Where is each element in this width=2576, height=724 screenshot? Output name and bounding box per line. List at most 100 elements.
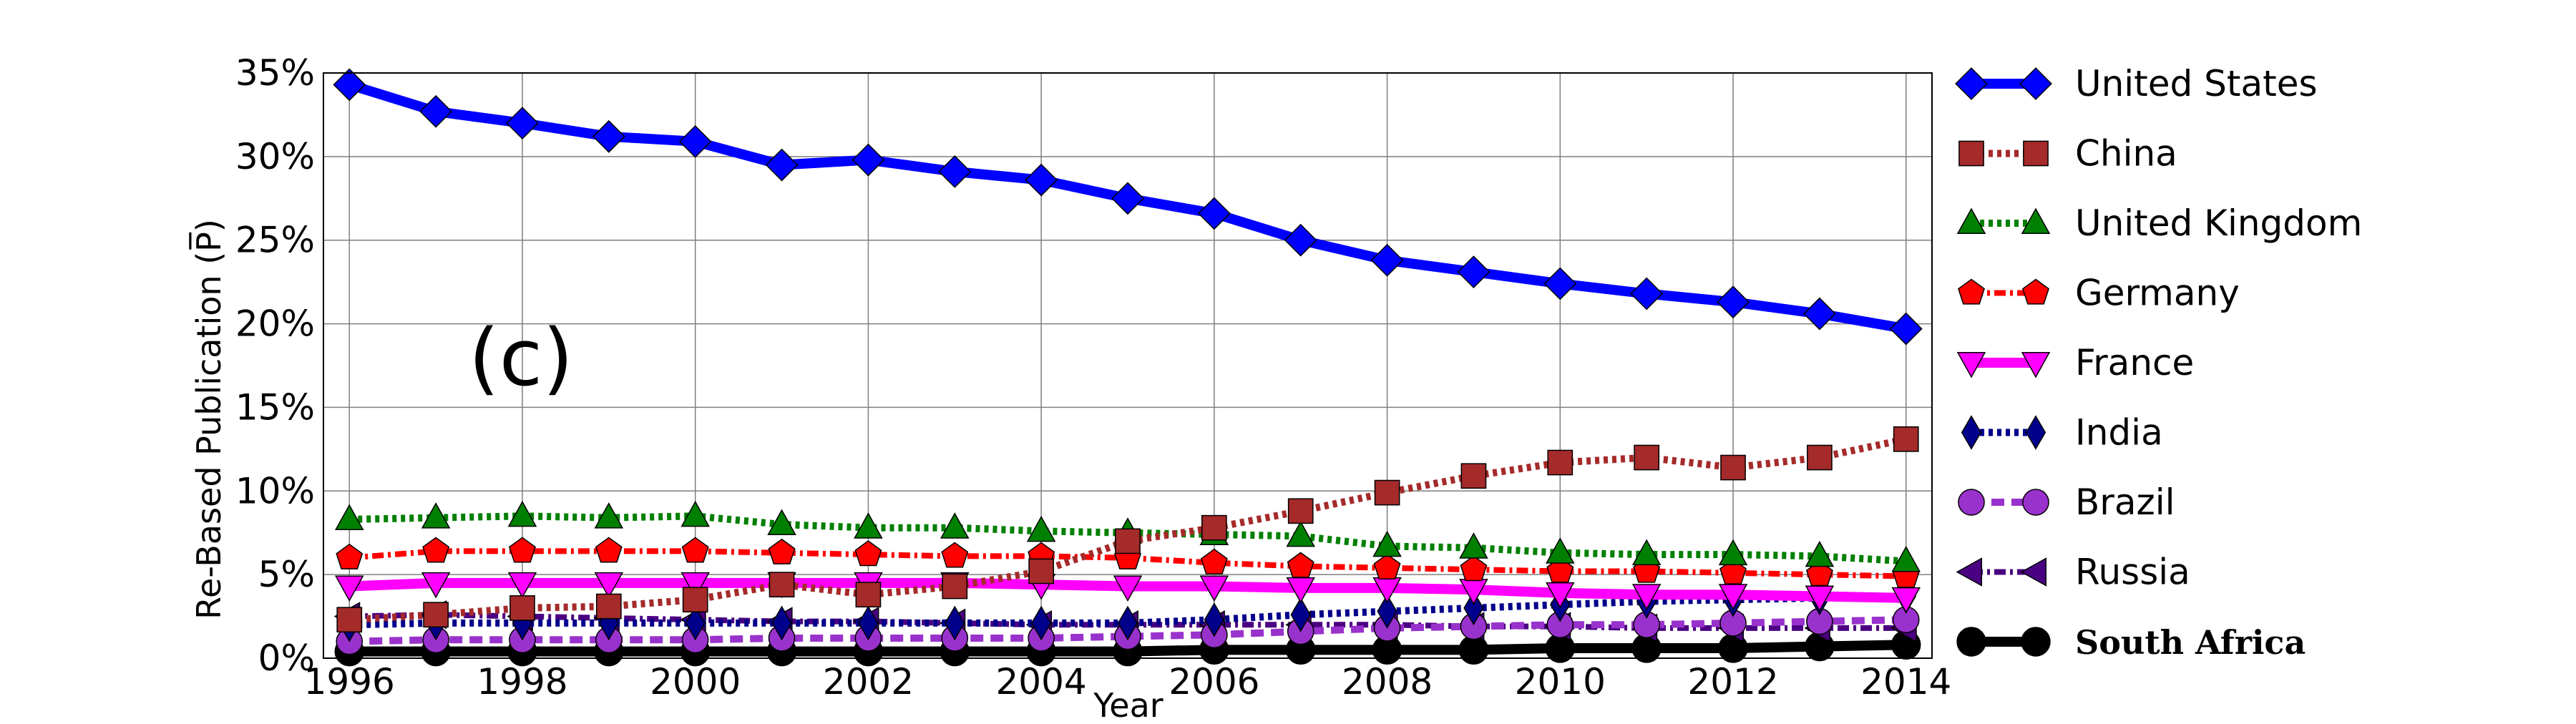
x-tick-label: 2002 bbox=[823, 661, 914, 703]
data-point bbox=[1030, 605, 1052, 641]
data-point bbox=[1718, 539, 1748, 566]
data-point bbox=[421, 572, 451, 599]
data-point bbox=[1805, 585, 1835, 612]
data-point bbox=[1891, 587, 1921, 614]
data-point bbox=[1543, 267, 1577, 300]
data-point bbox=[1717, 285, 1750, 319]
y-tick-label: 20% bbox=[235, 303, 315, 345]
data-point bbox=[1630, 277, 1664, 310]
legend-item-south-africa: South Africa bbox=[1956, 623, 2306, 662]
data-point bbox=[1547, 449, 1574, 476]
data-point bbox=[682, 587, 708, 613]
x-tick-label: 2000 bbox=[650, 661, 741, 703]
data-point bbox=[334, 504, 364, 531]
legend-item-india: India bbox=[1961, 412, 2163, 454]
data-point bbox=[1546, 557, 1574, 583]
data-point bbox=[1891, 545, 1921, 572]
data-point bbox=[1028, 558, 1054, 584]
x-tick-label: 2012 bbox=[1687, 661, 1778, 703]
legend-marker bbox=[1958, 140, 1984, 167]
legend-marker bbox=[2022, 278, 2049, 305]
y-tick-label: 35% bbox=[235, 52, 315, 94]
data-point bbox=[595, 593, 622, 620]
data-point bbox=[421, 502, 451, 529]
data-point bbox=[854, 512, 883, 539]
data-point bbox=[771, 605, 792, 641]
data-point bbox=[1025, 163, 1058, 197]
data-point bbox=[1460, 555, 1488, 582]
data-point bbox=[1720, 454, 1746, 481]
data-point bbox=[1889, 312, 1923, 346]
tick-labels: 1996 1998 2000 2002 2004 2006 2008 2010 2012 2014… bbox=[235, 52, 1952, 703]
data-point bbox=[1802, 297, 1836, 331]
legend-item-germany: Germany bbox=[1958, 273, 2240, 314]
legend-marker bbox=[2021, 207, 2051, 234]
data-point bbox=[854, 540, 882, 567]
data-point bbox=[595, 537, 623, 563]
x-tick-label: 2004 bbox=[996, 661, 1087, 703]
data-point bbox=[945, 605, 965, 641]
x-tick-label: 1996 bbox=[304, 661, 395, 703]
series-united-kingdom bbox=[334, 500, 1921, 572]
series-lines bbox=[333, 68, 1923, 667]
data-point bbox=[940, 512, 970, 539]
data-point bbox=[1631, 539, 1662, 566]
data-point bbox=[1197, 197, 1231, 230]
legend-marker bbox=[1958, 489, 1985, 516]
legend-marker bbox=[2019, 67, 2052, 100]
data-point bbox=[942, 573, 968, 600]
data-point bbox=[506, 107, 539, 140]
data-point bbox=[1805, 540, 1835, 567]
legend-label: United Kingdom bbox=[2075, 202, 2362, 244]
data-point bbox=[1287, 552, 1314, 578]
y-axis-label: Re-Based Publication (P̅) bbox=[189, 219, 228, 620]
data-point bbox=[1201, 514, 1227, 541]
legend-marker bbox=[2023, 140, 2049, 167]
legend-marker bbox=[1955, 67, 1988, 100]
legend-marker bbox=[2025, 415, 2046, 450]
data-point bbox=[423, 602, 449, 628]
data-point bbox=[1284, 223, 1317, 257]
data-point bbox=[855, 582, 882, 608]
legend-item-china: China bbox=[1958, 133, 2177, 175]
series-china bbox=[336, 426, 1919, 633]
legend-label: India bbox=[2075, 412, 2163, 454]
data-point bbox=[509, 537, 536, 563]
y-tick-label: 10% bbox=[235, 470, 315, 512]
x-tick-label: 2014 bbox=[1860, 661, 1951, 703]
legend-marker bbox=[1956, 352, 1986, 378]
legend-item-united-kingdom: United Kingdom bbox=[1956, 202, 2362, 244]
x-axis-label: Year bbox=[1093, 686, 1163, 724]
legend-marker bbox=[2021, 352, 2051, 378]
data-point bbox=[1287, 498, 1314, 524]
data-point bbox=[509, 595, 535, 621]
data-point bbox=[941, 542, 969, 568]
data-point bbox=[678, 124, 712, 158]
data-point bbox=[768, 538, 796, 564]
data-point bbox=[1117, 605, 1138, 641]
data-point bbox=[852, 143, 885, 177]
data-point bbox=[685, 605, 706, 641]
data-point bbox=[1115, 528, 1141, 554]
data-point bbox=[1718, 584, 1748, 610]
data-point bbox=[1111, 182, 1144, 215]
legend-item-russia: Russia bbox=[1956, 552, 2190, 593]
legend-item-brazil: Brazil bbox=[1958, 481, 2175, 523]
data-point bbox=[333, 68, 366, 102]
data-point bbox=[1113, 575, 1143, 602]
legend-marker bbox=[1956, 627, 1986, 657]
data-point bbox=[1373, 553, 1401, 579]
legend-item-united-states: United States bbox=[1955, 63, 2318, 104]
data-point bbox=[680, 572, 710, 599]
data-point bbox=[1805, 560, 1833, 587]
legend-label: Brazil bbox=[2075, 481, 2175, 523]
x-tick-label: 2006 bbox=[1169, 661, 1259, 703]
y-tick-label: 5% bbox=[258, 554, 315, 595]
plot-frame bbox=[323, 72, 1933, 659]
data-point bbox=[1719, 558, 1747, 584]
data-point bbox=[594, 572, 624, 599]
data-point bbox=[592, 119, 625, 153]
data-point bbox=[422, 537, 450, 563]
data-point bbox=[938, 155, 972, 188]
data-point bbox=[1807, 444, 1833, 471]
